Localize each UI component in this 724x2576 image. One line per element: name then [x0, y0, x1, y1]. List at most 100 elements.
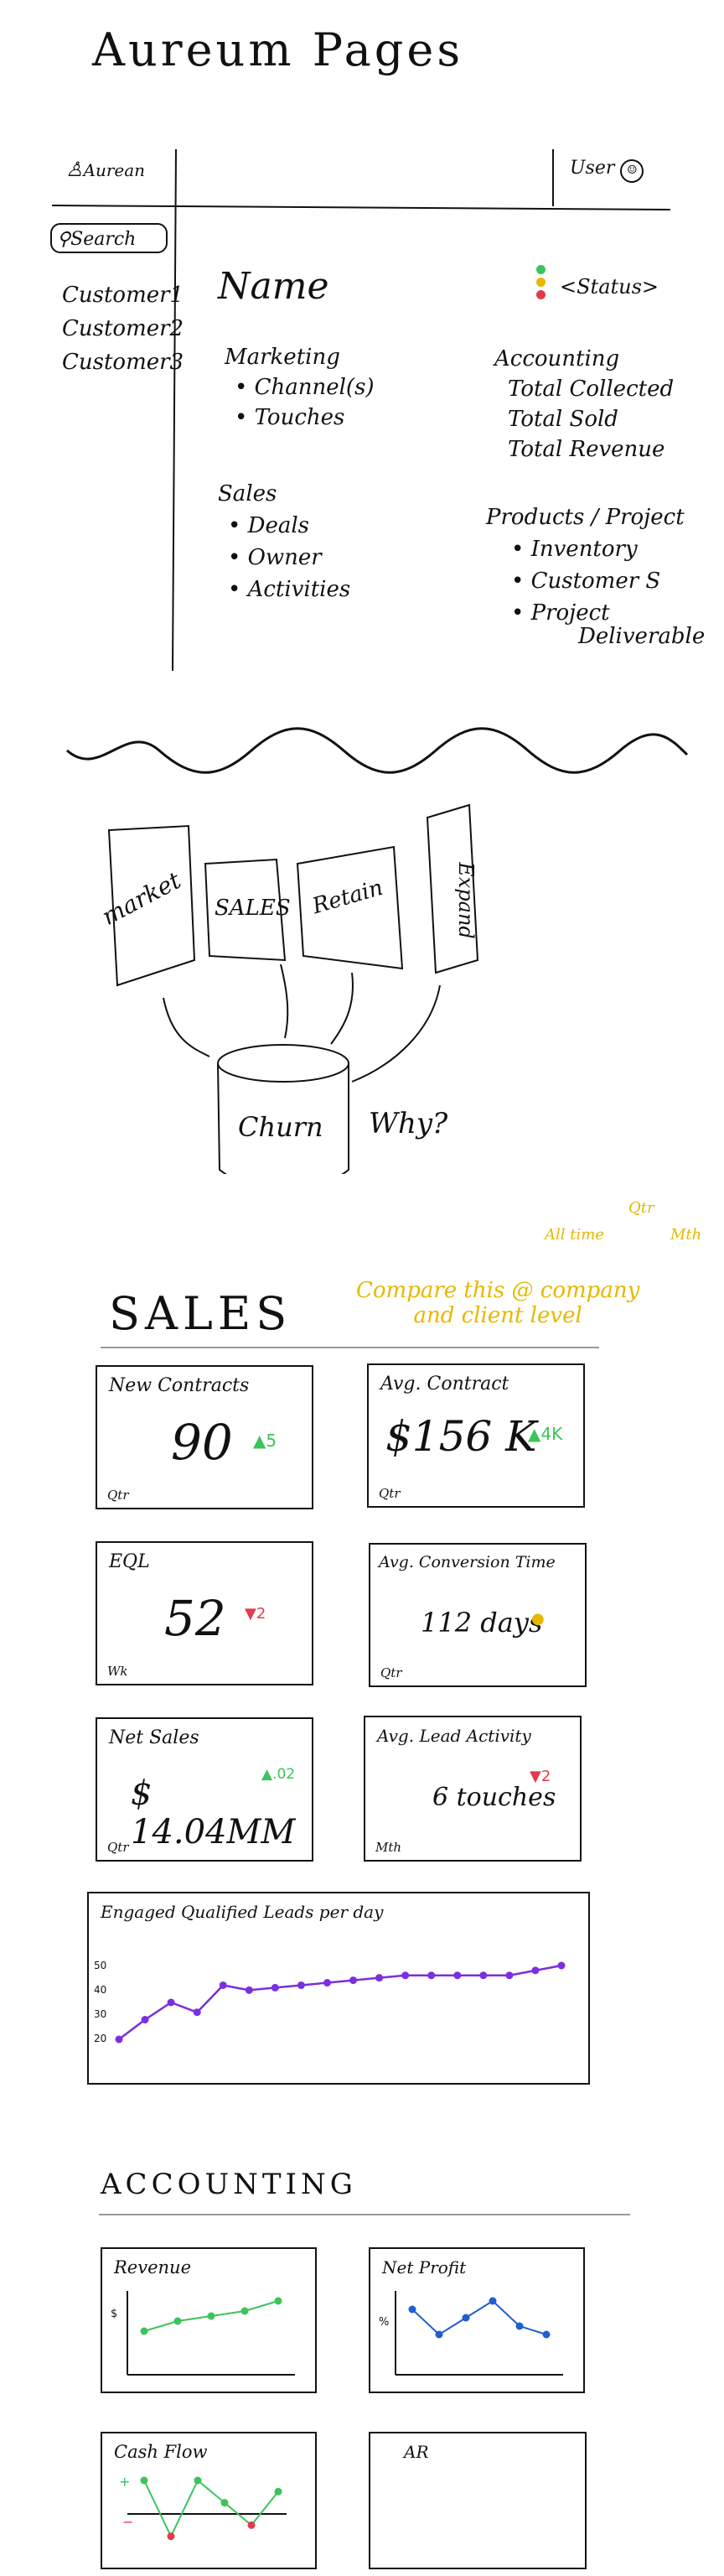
sales-item: • Activities	[228, 577, 351, 602]
logo-label: Aurean	[83, 160, 146, 180]
chart-title: Engaged Qualified Leads per day	[101, 1902, 384, 1922]
kpi-delta: ▲5	[253, 1431, 277, 1451]
data-point	[167, 2532, 175, 2541]
why-label: Why?	[369, 1107, 448, 1140]
sales-item: • Deals	[228, 513, 309, 538]
status-yellow-dot	[536, 278, 546, 287]
negative-label: −	[122, 2514, 134, 2530]
flow-diagram	[66, 727, 689, 1174]
data-point	[207, 2312, 215, 2320]
note-tag-qtr: Qtr	[628, 1199, 654, 1217]
compare-note: Compare this @ company and client level	[356, 1278, 639, 1328]
eql-data-point	[193, 2008, 201, 2017]
accounting-heading: ACCOUNTING	[101, 2168, 357, 2201]
revenue-chart-card[interactable]: Revenue $	[101, 2247, 317, 2393]
sales-heading: SALES	[109, 1287, 292, 1340]
sales-heading-rule	[101, 1347, 599, 1348]
page-title: Aureum Pages	[92, 23, 464, 76]
data-point	[173, 2317, 182, 2325]
data-point	[240, 2307, 249, 2315]
products-item: • Inventory	[511, 537, 638, 562]
eql-line-chart	[115, 1961, 566, 2044]
kpi-period: Qtr	[107, 1840, 129, 1855]
net-profit-chart-card[interactable]: Net Profit %	[369, 2247, 585, 2393]
stage-label-expand: Expand	[453, 862, 478, 939]
cash-flow-segment	[197, 2480, 225, 2504]
stage-box-expand	[426, 803, 479, 974]
eql-data-point	[167, 1998, 175, 2007]
kpi-card-net-sales[interactable]: Net Sales $ 14.04MM ▲.02 Qtr	[96, 1717, 313, 1862]
cash-flow-chart-card[interactable]: Cash Flow + −	[101, 2432, 317, 2569]
accounting-block: Accounting Total Collected Total Sold To…	[494, 344, 674, 465]
kpi-card-conversion-time[interactable]: Avg. Conversion Time 112 days ● Qtr	[369, 1543, 587, 1687]
status-red-dot	[536, 290, 546, 299]
kpi-delta: ▲4K	[528, 1424, 563, 1444]
status-label: <Status>	[560, 275, 659, 299]
status-lights	[536, 265, 548, 299]
y-tick: 20	[94, 2033, 107, 2044]
data-point	[140, 2327, 148, 2335]
kpi-period: Qtr	[379, 1486, 401, 1501]
kpi-value: 52	[164, 1590, 226, 1647]
positive-label: +	[119, 2474, 131, 2490]
note-tag-alltime: All time	[545, 1226, 604, 1244]
kpi-card-lead-activity[interactable]: Avg. Lead Activity 6 touches ▼2 Mth	[364, 1716, 582, 1862]
stage-box-sales	[204, 858, 287, 962]
customer-item[interactable]: Customer3	[62, 350, 184, 375]
eql-data-point	[557, 1961, 566, 1970]
kpi-value: 112 days	[421, 1607, 543, 1639]
kpi-card-avg-contract[interactable]: Avg. Contract $156 K ▲4K Qtr	[367, 1363, 585, 1508]
customer-name-heading: Name	[218, 265, 329, 308]
wireframe-lines	[51, 148, 671, 672]
cash-flow-segment	[224, 2501, 252, 2527]
kpi-card-new-contracts[interactable]: New Contracts 90 ▲5 Qtr	[96, 1365, 313, 1509]
eql-data-point	[271, 1983, 279, 1992]
eql-data-point	[297, 1981, 305, 1989]
eql-data-point	[375, 1974, 384, 1982]
kpi-title: EQL	[109, 1551, 150, 1572]
eql-data-point	[505, 1971, 514, 1980]
data-point	[194, 2476, 202, 2485]
chart-title: Cash Flow	[114, 2442, 208, 2462]
search-button[interactable]: ⚲Search	[50, 223, 168, 253]
kpi-card-eql[interactable]: EQL 52 ▼2 Wk	[96, 1541, 313, 1685]
data-point	[220, 2499, 229, 2507]
y-tick-labels: 50 40 30 20	[94, 1954, 106, 2051]
chart-title: Net Profit	[382, 2257, 467, 2277]
data-point	[542, 2330, 551, 2339]
customer-list: Customer1 Customer2 Customer3	[62, 278, 184, 379]
customer-item[interactable]: Customer1	[62, 283, 184, 308]
data-point	[247, 2521, 256, 2529]
stage-label-sales: SALES	[215, 896, 291, 921]
data-point	[274, 2297, 282, 2305]
compare-note-line1: Compare this @ company	[356, 1278, 640, 1303]
logo[interactable]: ♙Aurean	[65, 158, 145, 181]
eql-data-point	[453, 1971, 462, 1980]
status-green-dot	[536, 265, 546, 274]
kpi-period: Mth	[375, 1840, 402, 1855]
eql-data-point	[479, 1971, 488, 1980]
chart-title: AR	[404, 2442, 429, 2462]
ar-card[interactable]: AR	[369, 2432, 587, 2569]
marketing-title: Marketing	[225, 345, 340, 370]
sales-title: Sales	[218, 481, 277, 506]
eql-chart-card[interactable]: Engaged Qualified Leads per day 50 40 30…	[87, 1892, 590, 2085]
accounting-item: Total Sold	[508, 407, 618, 432]
kpi-delta: ▼2	[530, 1768, 551, 1785]
user-menu[interactable]: User ☺	[570, 158, 644, 183]
kpi-value: $ 14.04MM	[131, 1774, 296, 1852]
note-tag-mth: Mth	[670, 1226, 702, 1244]
marketing-block: Marketing • Channel(s) • Touches	[225, 342, 375, 433]
wavy-divider	[66, 727, 689, 774]
products-item: • Project	[511, 600, 610, 626]
accounting-title: Accounting	[494, 346, 620, 371]
logo-icon: ♙	[65, 158, 84, 181]
data-point	[435, 2330, 443, 2339]
customer-item[interactable]: Customer2	[62, 316, 184, 341]
accounting-heading-rule	[99, 2214, 630, 2215]
kpi-value: $156 K	[385, 1412, 537, 1461]
y-tick: 40	[94, 1984, 107, 1996]
eql-data-point	[219, 1981, 227, 1989]
kpi-delta: ▼2	[245, 1605, 266, 1623]
cash-flow-segment	[143, 2480, 172, 2537]
